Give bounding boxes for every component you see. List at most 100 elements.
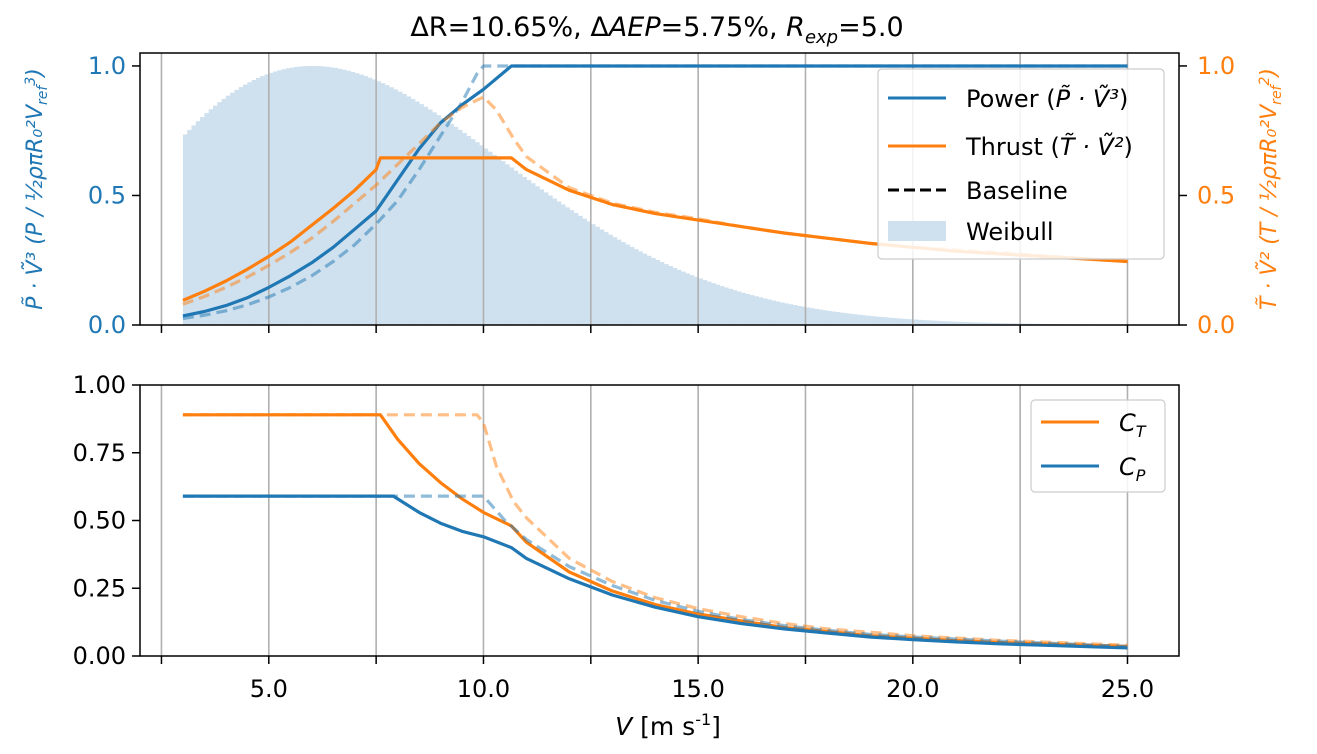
weibull-bar: [221, 98, 227, 325]
weibull-bar: [333, 67, 338, 326]
weibull-bar: [625, 244, 630, 325]
weibull-bar: [290, 67, 296, 325]
weibull-bar: [517, 173, 523, 325]
weibull-bar: [878, 316, 884, 325]
weibull-bar: [539, 189, 545, 325]
weibull-bar: [565, 207, 570, 325]
weibull-bar: [337, 68, 343, 325]
weibull-bar: [556, 201, 562, 325]
weibull-bar: [243, 84, 248, 325]
weibull-bar: [917, 319, 922, 325]
weibull-bar: [818, 309, 824, 325]
weibull-bar: [436, 115, 442, 326]
weibull-bar: [874, 316, 879, 325]
weibull-bar: [934, 320, 940, 325]
weibull-bar: [861, 315, 867, 325]
bottom-xtick-label: 5.0: [250, 675, 288, 703]
top-series-2: [182, 64, 1128, 321]
weibull-bar: [200, 117, 205, 325]
weibull-bar: [985, 322, 991, 325]
weibull-bar: [504, 164, 510, 325]
weibull-bar: [732, 290, 738, 325]
weibull-bar: [616, 239, 622, 325]
weibull-bar: [462, 132, 467, 325]
weibull-bar: [440, 118, 446, 325]
weibull-bar: [977, 322, 982, 325]
weibull-bar: [320, 66, 326, 325]
weibull-bar: [779, 302, 785, 325]
weibull-bar: [277, 70, 283, 326]
weibull-bar: [887, 317, 892, 325]
bottom-series-1: [182, 494, 1128, 650]
bottom-xtick-label: 25.0: [1101, 675, 1154, 703]
weibull-bar: [715, 284, 721, 325]
weibull-bar: [981, 322, 987, 325]
weibull-bar: [384, 85, 390, 325]
weibull-bar: [646, 255, 652, 325]
weibull-bar: [234, 89, 240, 325]
weibull-bar: [848, 313, 854, 325]
weibull-bar: [766, 299, 772, 325]
weibull-bar: [376, 81, 381, 325]
weibull-bar: [401, 94, 407, 325]
weibull-bar: [595, 226, 600, 325]
top-right-ytick-label: 1.0: [1197, 52, 1235, 80]
legend-weibull-label: Weibull: [966, 218, 1054, 246]
weibull-bar: [251, 80, 257, 326]
top-right-ylabel: T̃ · Ṽ² (T / ½ρπR₀²Vref2): [1255, 68, 1285, 310]
weibull-bar: [852, 314, 858, 325]
weibull-bar: [526, 180, 532, 325]
weibull-bar: [826, 310, 832, 325]
weibull-bar: [693, 276, 699, 325]
weibull-bar: [397, 91, 403, 325]
weibull-bar: [865, 315, 871, 325]
weibull-bar: [470, 139, 476, 325]
weibull-bar: [844, 313, 849, 325]
weibull-bar: [599, 229, 605, 325]
weibull-bar: [685, 273, 691, 325]
weibull-bar: [281, 69, 287, 325]
weibull-bar: [530, 183, 536, 325]
top-legend-box: [877, 68, 1165, 260]
weibull-bar: [444, 120, 450, 325]
weibull-bar: [449, 123, 454, 326]
weibull-bar: [925, 320, 931, 325]
bottom-series: [182, 413, 1128, 650]
weibull-bar: [569, 210, 575, 325]
weibull-bar: [358, 74, 364, 325]
x-axis-label: V [m s-1]: [615, 710, 721, 741]
top-axes: 0.0 0.5 1.0 0.0 0.5 1.0: [88, 52, 1235, 339]
weibull-bar: [590, 224, 596, 325]
bottom-legend: CT CP: [1030, 399, 1166, 493]
weibull-bar: [796, 305, 802, 325]
bottom-series-0: [182, 413, 1128, 649]
weibull-bar: [552, 198, 557, 325]
weibull-bar: [955, 321, 961, 325]
top-legend: Power (P̃ · Ṽ³) Thrust (T̃ · Ṽ²) Baselin…: [877, 68, 1165, 260]
weibull-bar: [741, 292, 746, 325]
weibull-bar: [968, 322, 974, 325]
weibull-bar: [1002, 323, 1008, 325]
weibull-bar: [998, 323, 1004, 325]
weibull-bar: [650, 257, 656, 325]
weibull-bar: [745, 293, 751, 325]
weibull-bar: [577, 215, 583, 325]
top-right-ytick-label: 0.5: [1197, 181, 1235, 209]
svg-text:T̃ · Ṽ² (T / ½ρπR₀²Vref2): T̃ · Ṽ² (T / ½ρπR₀²Vref2): [1255, 68, 1285, 310]
top-left-ytick-label: 1.0: [88, 52, 126, 80]
weibull-bar: [964, 322, 970, 325]
weibull-bar: [972, 322, 978, 325]
weibull-bar: [573, 213, 579, 325]
bottom-plot-frame: [139, 384, 1180, 657]
weibull-bar: [607, 234, 613, 325]
weibull-bar: [264, 74, 270, 325]
weibull-bar: [891, 318, 897, 325]
bottom-ytick-label: 0.00: [73, 642, 126, 670]
weibull-bar: [831, 311, 837, 325]
bottom-ytick-label: 1.00: [73, 371, 126, 399]
weibull-bar: [1011, 323, 1017, 325]
weibull-bar: [814, 308, 819, 325]
weibull-bar: [268, 72, 274, 325]
weibull-bar: [543, 192, 549, 325]
weibull-bar: [788, 304, 794, 325]
